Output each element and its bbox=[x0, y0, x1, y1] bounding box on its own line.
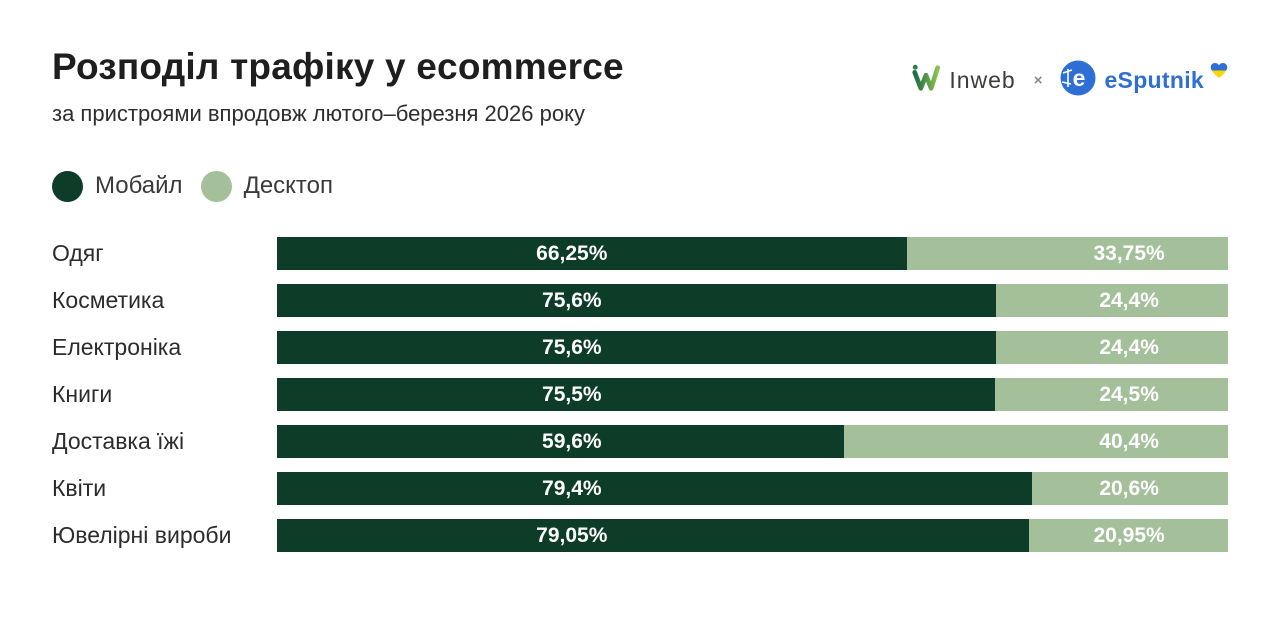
chart-row: Книги 75,5% 24,5% bbox=[52, 377, 1228, 411]
esputnik-logo-text: eSputnik bbox=[1104, 67, 1204, 93]
value-label-desktop: 20,95% bbox=[1093, 523, 1165, 547]
bar-track: 75,5% 24,5% bbox=[277, 377, 1228, 411]
category-label: Доставка їжі bbox=[52, 427, 185, 454]
inweb-logo-text: Inweb bbox=[949, 67, 1016, 93]
bar-segment-desktop bbox=[995, 283, 1228, 317]
value-label-desktop: 24,4% bbox=[1099, 288, 1159, 312]
chart-row: Одяг 66,25% 33,75% bbox=[52, 236, 1228, 270]
category-label: Електроніка bbox=[52, 333, 182, 360]
legend-dot bbox=[52, 170, 83, 202]
value-label-mobile: 66,25% bbox=[536, 241, 608, 265]
legend: Мобайл Десктоп bbox=[52, 170, 1228, 202]
legend-dot bbox=[200, 170, 232, 202]
title-block: Розподіл трафіку у ecommerce за пристроя… bbox=[52, 46, 624, 127]
page-subtitle: за пристроями впродовж лютого–березня 20… bbox=[52, 100, 585, 126]
esputnik-logo: e eSputnik bbox=[1060, 60, 1228, 101]
value-label-desktop: 24,5% bbox=[1099, 382, 1159, 406]
bar-track: 66,25% 33,75% bbox=[277, 236, 1228, 270]
bar-segment-mobile bbox=[277, 377, 995, 411]
value-label-mobile: 75,6% bbox=[542, 335, 602, 359]
category-label: Косметика bbox=[52, 286, 165, 313]
legend-item-mobile: Мобайл bbox=[52, 170, 183, 202]
bar-segment-mobile bbox=[277, 471, 1033, 505]
bar-segment-mobile bbox=[277, 283, 996, 317]
value-label-desktop: 24,4% bbox=[1099, 335, 1159, 359]
bar-segment-desktop bbox=[843, 424, 1228, 458]
legend-item-desktop: Десктоп bbox=[200, 170, 333, 202]
value-label-desktop: 33,75% bbox=[1093, 241, 1165, 265]
bar-segment-mobile bbox=[277, 330, 996, 364]
brand-logos: Inweb × e eSputnik bbox=[911, 60, 1228, 101]
category-label: Ювелірні вироби bbox=[52, 521, 232, 548]
category-label: Книги bbox=[52, 380, 113, 407]
value-label-desktop: 20,6% bbox=[1099, 476, 1159, 500]
bar-track: 75,6% 24,4% bbox=[277, 330, 1228, 364]
bar-segment-desktop bbox=[1032, 471, 1228, 505]
bar-segment-desktop bbox=[1028, 518, 1228, 552]
bar-track: 79,4% 20,6% bbox=[277, 471, 1228, 505]
chart-row: Косметика 75,6% 24,4% bbox=[52, 283, 1228, 317]
value-label-mobile: 75,6% bbox=[542, 288, 602, 312]
value-label-mobile: 59,6% bbox=[542, 429, 602, 453]
legend-label-desktop: Десктоп bbox=[243, 172, 333, 200]
value-label-mobile: 79,05% bbox=[536, 523, 608, 547]
chart-rows: Одяг 66,25% 33,75% Косметика 75,6% 24,4%… bbox=[52, 236, 1228, 552]
bar-segment-mobile bbox=[277, 236, 908, 270]
inweb-logo: Inweb bbox=[911, 63, 1015, 98]
bar-track: 79,05% 20,95% bbox=[277, 518, 1228, 552]
category-label: Квіти bbox=[52, 474, 107, 501]
chart-row: Доставка їжі 59,6% 40,4% bbox=[52, 424, 1228, 458]
bar-segment-mobile bbox=[277, 518, 1029, 552]
value-label-mobile: 79,4% bbox=[542, 476, 602, 500]
legend-label-mobile: Мобайл bbox=[95, 172, 183, 200]
bar-segment-desktop bbox=[995, 330, 1228, 364]
bar-track: 75,6% 24,4% bbox=[277, 283, 1228, 317]
category-label: Одяг bbox=[52, 239, 104, 266]
bar-segment-mobile bbox=[277, 424, 844, 458]
ukraine-heart-icon bbox=[1210, 62, 1228, 84]
page-title: Розподіл трафіку у ecommerce bbox=[52, 46, 624, 87]
esputnik-e-icon: e bbox=[1060, 60, 1096, 101]
bar-segment-desktop bbox=[995, 377, 1228, 411]
svg-text:e: e bbox=[1073, 65, 1086, 91]
chart-row: Квіти 79,4% 20,6% bbox=[52, 471, 1228, 505]
value-label-mobile: 75,5% bbox=[542, 382, 602, 406]
chart-row: Електроніка 75,6% 24,4% bbox=[52, 330, 1228, 364]
chart-row: Ювелірні вироби 79,05% 20,95% bbox=[52, 518, 1228, 552]
value-label-desktop: 40,4% bbox=[1099, 429, 1159, 453]
inweb-w-icon bbox=[911, 63, 941, 98]
logo-separator: × bbox=[1033, 72, 1043, 89]
bar-track: 59,6% 40,4% bbox=[277, 424, 1228, 458]
bar-segment-desktop bbox=[907, 236, 1228, 270]
header: Розподіл трафіку у ecommerce за пристроя… bbox=[52, 46, 1228, 127]
